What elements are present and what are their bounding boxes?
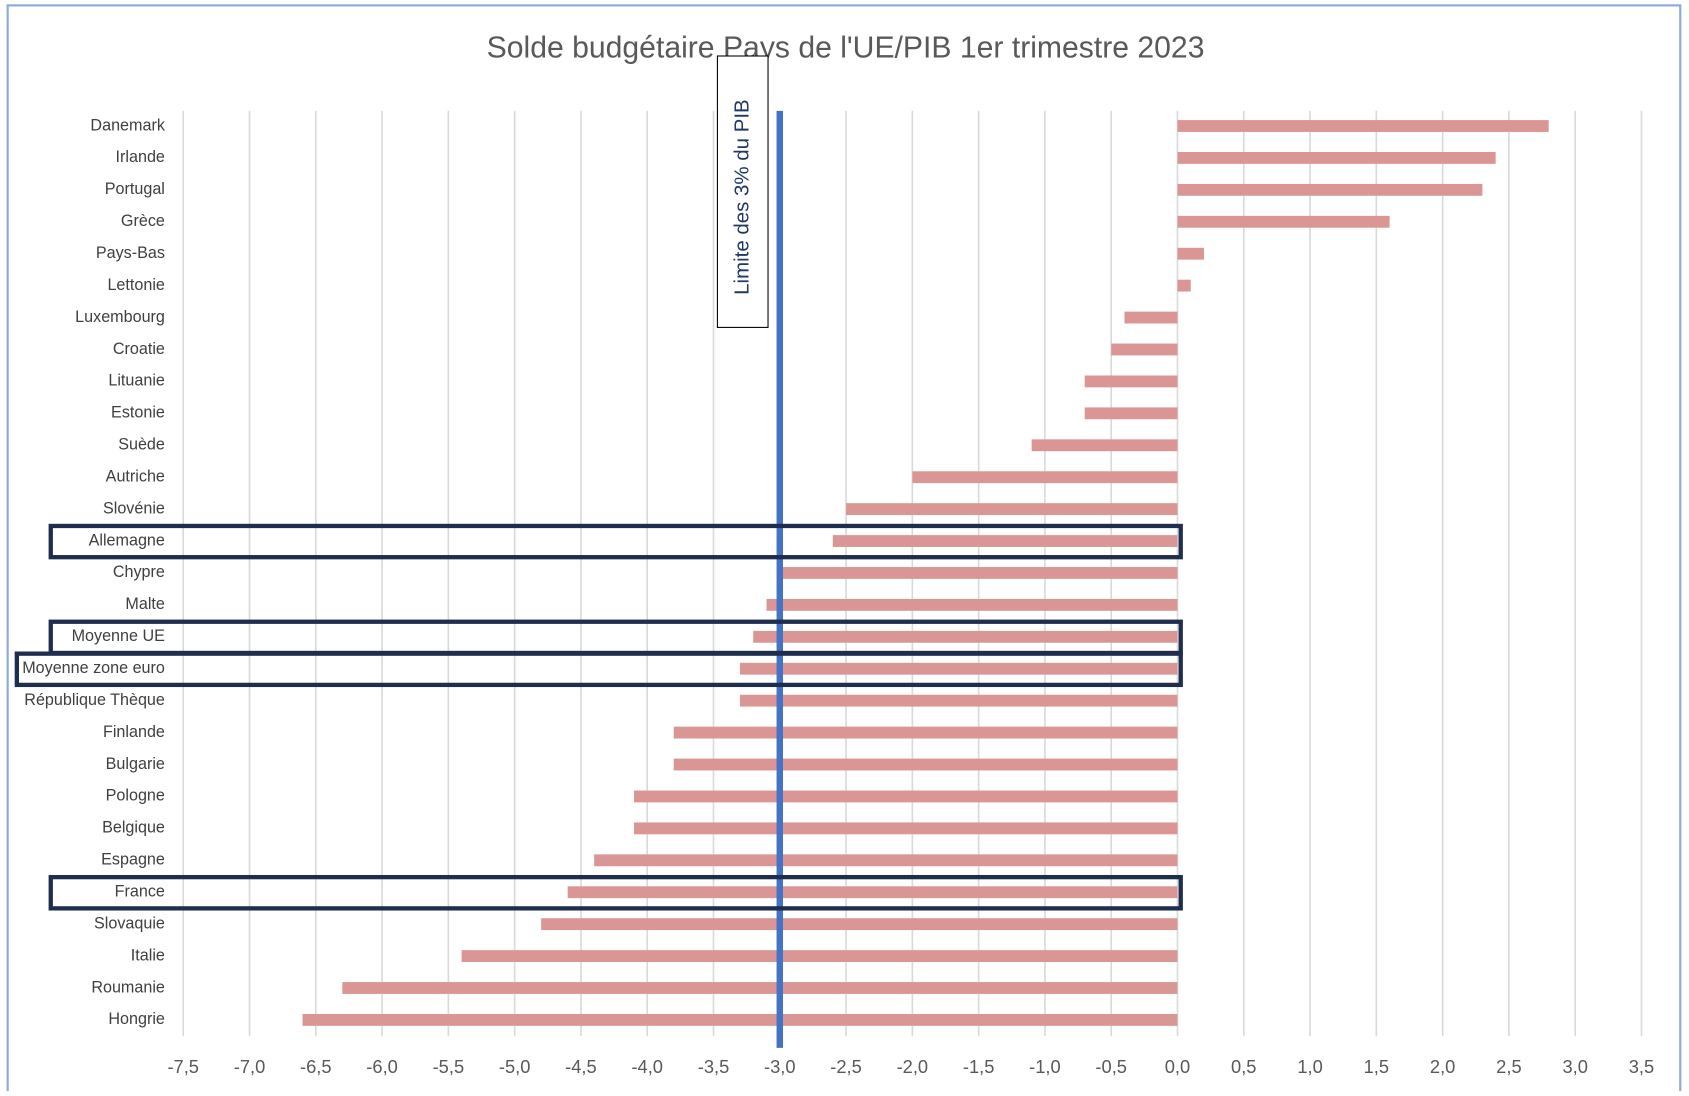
x-tick-label: 3,0: [1562, 1056, 1587, 1077]
bar: [302, 1013, 1178, 1026]
bar: [1177, 215, 1390, 228]
bar: [1084, 375, 1178, 388]
y-tick-label: Slovaquie: [94, 914, 165, 932]
highlight-box: [48, 874, 1183, 911]
chart-title: Solde budgétaire Pays de l'UE/PIB 1er tr…: [487, 32, 1205, 65]
bar: [633, 822, 1178, 835]
bar: [1124, 311, 1178, 324]
bar: [846, 503, 1178, 516]
bar: [1177, 152, 1496, 164]
x-tick-label: -0,5: [1095, 1056, 1127, 1077]
y-tick-label: Autriche: [106, 467, 165, 485]
y-tick-label: Hongrie: [108, 1010, 165, 1028]
y-tick-label: Espagne: [101, 851, 165, 869]
bar: [1084, 407, 1178, 420]
y-tick-label: France: [115, 882, 165, 900]
bar: [673, 758, 1178, 771]
x-tick-label: -7,5: [167, 1056, 199, 1077]
y-tick-label: Danemark: [90, 116, 165, 134]
y-tick-label: Roumanie: [91, 978, 165, 996]
y-tick-label: Pays-Bas: [96, 244, 165, 262]
y-tick-label: Lettonie: [107, 276, 164, 294]
annotation-box: [716, 55, 769, 328]
x-tick-label: -4,0: [631, 1056, 663, 1077]
y-tick-label: République Thèque: [24, 691, 165, 709]
bar: [1177, 247, 1205, 260]
bar: [461, 950, 1178, 962]
x-tick-label: 2,0: [1430, 1056, 1455, 1077]
bar: [673, 726, 1178, 739]
y-tick-label: Italie: [131, 946, 165, 964]
x-tick-label: -5,5: [433, 1056, 465, 1077]
x-tick-label: -3,5: [698, 1056, 730, 1077]
x-tick-label: 2,5: [1496, 1056, 1521, 1077]
y-tick-label: Irlande: [116, 148, 165, 166]
annotation: Limite des 3% du PIB: [731, 99, 754, 295]
x-tick-label: -6,0: [366, 1056, 398, 1077]
bar: [1177, 279, 1191, 292]
bar: [1177, 183, 1483, 196]
y-tick-label: Belgique: [102, 819, 165, 837]
y-tick-label: Bulgarie: [106, 755, 165, 773]
bar: [779, 567, 1178, 579]
y-tick-label: Luxembourg: [75, 308, 165, 326]
bar: [342, 982, 1178, 994]
y-tick-label: Moyenne zone euro: [22, 659, 165, 677]
y-tick-label: Malte: [125, 595, 164, 613]
bar: [753, 630, 1178, 643]
y-tick-label: Moyenne UE: [72, 627, 166, 645]
highlight-box: [14, 651, 1183, 688]
x-tick-label: -2,0: [897, 1056, 929, 1077]
bar: [1111, 343, 1178, 356]
x-tick-label: -4,5: [565, 1056, 597, 1077]
y-tick-label: Estonie: [111, 404, 165, 422]
y-tick-label: Finlande: [103, 723, 165, 741]
y-tick-label: Croatie: [113, 340, 165, 358]
bar: [633, 790, 1178, 803]
x-tick-label: -6,5: [300, 1056, 332, 1077]
x-tick-label: -3,0: [764, 1056, 796, 1077]
highlight-box: [48, 523, 1183, 560]
bar: [1031, 439, 1178, 452]
bar: [740, 694, 1178, 707]
x-tick-label: 1,0: [1297, 1056, 1322, 1077]
x-tick-label: -7,0: [234, 1056, 266, 1077]
x-tick-label: -1,0: [1029, 1056, 1061, 1077]
y-tick-label: Allemagne: [89, 531, 165, 549]
y-tick-label: Suède: [118, 436, 165, 454]
x-tick-label: 0,5: [1231, 1056, 1256, 1077]
x-tick-label: -5,0: [499, 1056, 531, 1077]
bar: [832, 535, 1178, 547]
bar: [541, 918, 1178, 931]
x-tick-label: 0,0: [1165, 1056, 1190, 1077]
bar: [594, 854, 1178, 867]
x-tick-label: -1,5: [963, 1056, 995, 1077]
bar: [740, 662, 1178, 675]
bar: [766, 598, 1178, 611]
y-tick-label: Pologne: [106, 787, 165, 805]
bar: [912, 471, 1178, 484]
y-tick-label: Slovénie: [103, 499, 165, 517]
y-tick-label: Lituanie: [108, 372, 165, 390]
bar: [1177, 120, 1549, 132]
y-tick-label: Chypre: [113, 563, 165, 581]
y-tick-label: Grèce: [121, 212, 165, 230]
x-tick-label: -2,5: [830, 1056, 862, 1077]
bar: [567, 886, 1178, 899]
x-tick-label: 1,5: [1364, 1056, 1389, 1077]
y-tick-label: Portugal: [105, 180, 165, 198]
x-tick-label: 3,5: [1629, 1056, 1654, 1077]
